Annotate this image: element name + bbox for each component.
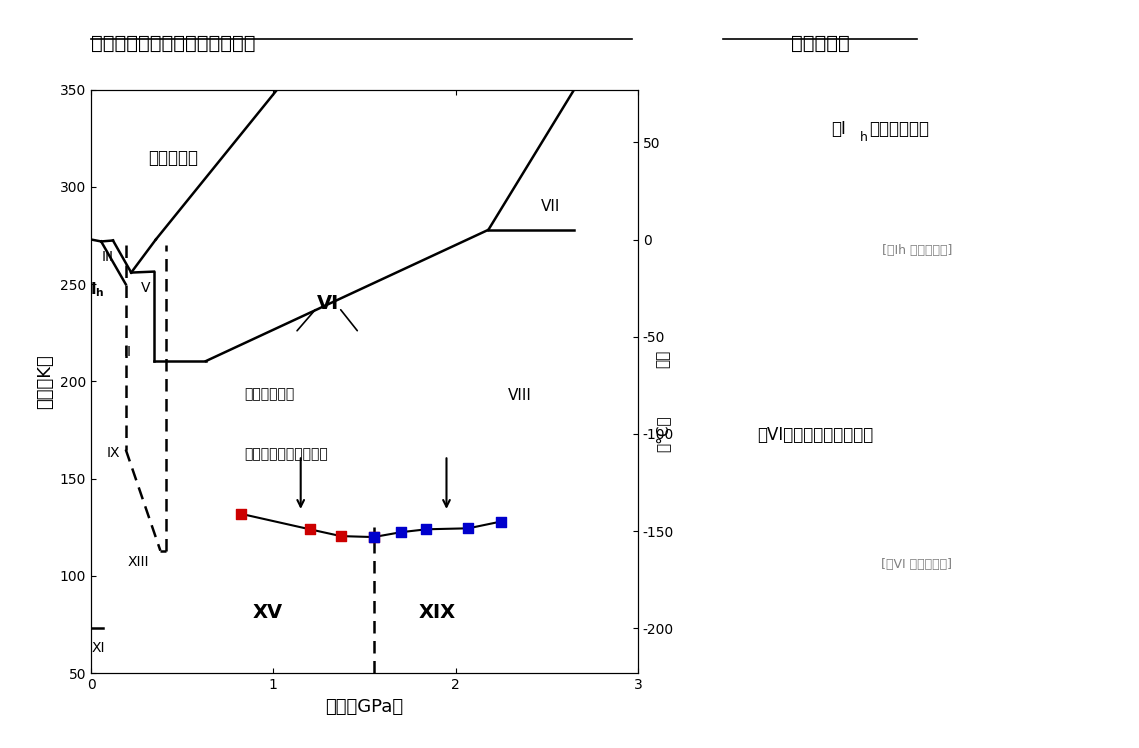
Text: VI: VI bbox=[317, 294, 339, 313]
Text: $\mathbf{I_h}$: $\mathbf{I_h}$ bbox=[90, 280, 105, 299]
Text: III: III bbox=[101, 250, 114, 264]
Text: （°C）: （°C） bbox=[655, 416, 671, 452]
Text: 新しく明らかになった氷の相図: 新しく明らかになった氷の相図 bbox=[91, 34, 255, 52]
Point bbox=[301, 524, 319, 536]
Text: XIII: XIII bbox=[128, 555, 149, 569]
Text: [氷Ih 分子構造図]: [氷Ih 分子構造図] bbox=[882, 244, 952, 257]
Text: XV: XV bbox=[253, 604, 282, 622]
Text: VIII: VIII bbox=[508, 387, 531, 402]
Point bbox=[459, 522, 477, 534]
Text: IX: IX bbox=[106, 447, 120, 461]
Point bbox=[331, 530, 350, 542]
Text: [氷VI 分子構造図]: [氷VI 分子構造図] bbox=[882, 558, 952, 571]
Point bbox=[364, 531, 383, 543]
X-axis label: 圧力（GPa）: 圧力（GPa） bbox=[326, 698, 403, 716]
Text: 液体（水）: 液体（水） bbox=[148, 149, 198, 167]
Point bbox=[417, 524, 435, 536]
Point bbox=[231, 508, 249, 520]
Point bbox=[492, 515, 510, 527]
Text: VII: VII bbox=[541, 199, 560, 214]
Text: （通常の氷）: （通常の氷） bbox=[869, 120, 929, 138]
Y-axis label: 温度（K）: 温度（K） bbox=[36, 354, 55, 409]
Text: 異なる秩序化が起きる: 異なる秩序化が起きる bbox=[244, 447, 328, 462]
Text: 氷VI（高圧でできる氷）: 氷VI（高圧でできる氷） bbox=[757, 426, 874, 444]
Text: 温度: 温度 bbox=[655, 350, 671, 368]
Text: 氷I: 氷I bbox=[831, 120, 846, 138]
Point bbox=[392, 527, 410, 539]
Text: V: V bbox=[141, 281, 150, 295]
Text: 圧力によって: 圧力によって bbox=[244, 387, 295, 401]
Point bbox=[364, 531, 383, 543]
Text: h: h bbox=[860, 131, 868, 144]
Text: XIX: XIX bbox=[419, 604, 456, 622]
Text: II: II bbox=[123, 346, 132, 359]
Text: 無秩序な氷: 無秩序な氷 bbox=[790, 34, 850, 52]
Text: XI: XI bbox=[91, 641, 105, 655]
